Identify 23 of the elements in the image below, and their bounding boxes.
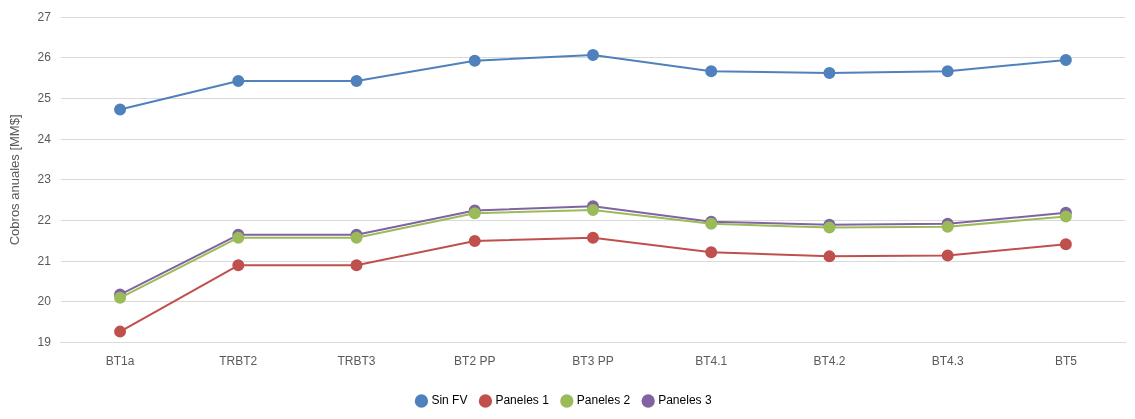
x-tick-label: BT5: [1054, 354, 1078, 369]
x-tick-label: BT4.3: [931, 354, 964, 369]
y-tick-label: 22: [37, 212, 52, 227]
x-tick-label: TRBT2: [219, 354, 258, 369]
y-tick-label: 27: [37, 9, 52, 24]
x-tick-label: TRBT3: [337, 354, 376, 369]
legend-label: Paneles 1: [495, 393, 550, 408]
y-tick-label: 26: [37, 50, 52, 65]
x-tick-label: BT1a: [105, 354, 135, 369]
legend-label: Paneles 3: [658, 393, 712, 408]
x-tick-label: BT2 PP: [454, 354, 496, 369]
x-tick-label: BT3 PP: [572, 354, 614, 369]
y-tick-label: 24: [37, 131, 52, 146]
legend-label: Paneles 2: [576, 393, 631, 408]
x-tick-label: BT4.1: [695, 354, 728, 369]
y-axis-title: Cobros anuales [MM$]: [7, 114, 23, 246]
x-tick-label: BT4.2: [813, 354, 846, 369]
y-tick-label: 20: [37, 294, 52, 309]
y-tick-label: 23: [37, 172, 52, 187]
y-tick-label: 21: [37, 253, 52, 268]
y-tick-label: 19: [37, 334, 52, 349]
y-tick-label: 25: [37, 90, 52, 105]
legend-label: Sin FV: [431, 393, 468, 408]
